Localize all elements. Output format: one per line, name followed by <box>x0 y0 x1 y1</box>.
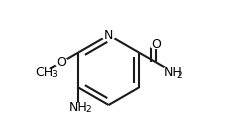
Text: NH: NH <box>164 66 182 79</box>
Text: O: O <box>56 56 66 69</box>
Text: 2: 2 <box>85 105 91 114</box>
Ellipse shape <box>55 58 68 67</box>
Text: N: N <box>104 29 113 41</box>
Ellipse shape <box>102 30 116 40</box>
Ellipse shape <box>36 68 52 76</box>
Ellipse shape <box>70 103 86 111</box>
Text: 3: 3 <box>51 70 57 79</box>
Text: NH: NH <box>69 101 88 114</box>
Ellipse shape <box>161 66 185 78</box>
Text: CH: CH <box>35 66 53 79</box>
Text: O: O <box>151 38 161 51</box>
Ellipse shape <box>150 40 162 48</box>
Text: 2: 2 <box>177 71 183 80</box>
